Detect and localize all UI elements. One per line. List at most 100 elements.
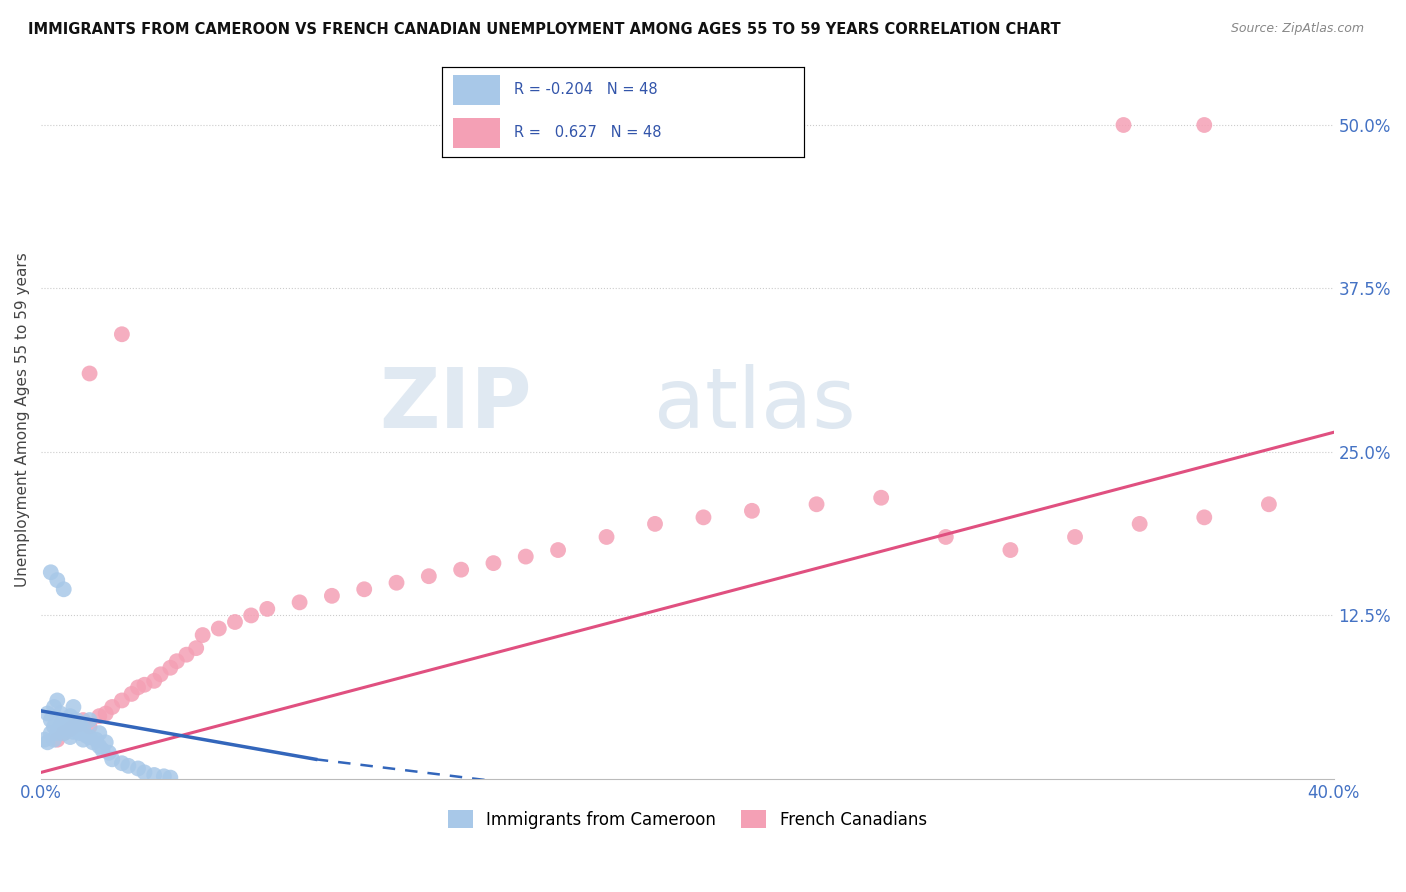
Point	[49, 720, 72, 734]
Point	[101, 752, 124, 766]
Point	[79, 730, 101, 744]
Text: ZIP: ZIP	[380, 364, 533, 445]
Point	[91, 743, 114, 757]
Point	[166, 654, 188, 668]
Point	[111, 693, 134, 707]
Point	[62, 724, 84, 739]
Point	[49, 706, 72, 721]
Point	[111, 756, 134, 771]
Point	[39, 726, 62, 740]
Point	[1112, 118, 1135, 132]
Point	[59, 709, 82, 723]
Point	[46, 726, 69, 740]
Point	[66, 723, 89, 737]
Point	[450, 563, 472, 577]
Point	[62, 720, 84, 734]
Point	[42, 700, 65, 714]
Point	[1064, 530, 1087, 544]
Point	[240, 608, 263, 623]
Point	[66, 713, 89, 727]
Point	[72, 713, 94, 727]
Point	[1000, 543, 1022, 558]
Text: Source: ZipAtlas.com: Source: ZipAtlas.com	[1230, 22, 1364, 36]
Point	[191, 628, 214, 642]
Y-axis label: Unemployment Among Ages 55 to 59 years: Unemployment Among Ages 55 to 59 years	[15, 252, 30, 587]
Point	[935, 530, 957, 544]
Point	[72, 723, 94, 737]
Point	[52, 726, 75, 740]
Point	[39, 566, 62, 580]
Point	[94, 706, 117, 721]
Point	[644, 516, 666, 531]
Point	[515, 549, 537, 564]
Text: atlas: atlas	[654, 364, 855, 445]
Point	[870, 491, 893, 505]
Point	[176, 648, 198, 662]
Point	[46, 693, 69, 707]
Point	[89, 739, 111, 754]
Point	[82, 735, 104, 749]
Point	[806, 497, 828, 511]
Point	[62, 700, 84, 714]
Point	[127, 681, 149, 695]
Point	[692, 510, 714, 524]
Point	[1194, 510, 1216, 524]
Point	[79, 720, 101, 734]
Point	[42, 732, 65, 747]
Point	[56, 717, 79, 731]
Point	[385, 575, 408, 590]
Point	[75, 729, 97, 743]
Point	[69, 726, 91, 740]
Point	[121, 687, 143, 701]
Point	[34, 732, 56, 747]
Point	[69, 717, 91, 731]
Point	[72, 732, 94, 747]
Point	[288, 595, 311, 609]
Point	[69, 717, 91, 731]
Point	[1129, 516, 1152, 531]
Point	[79, 713, 101, 727]
Point	[42, 720, 65, 734]
Point	[1257, 497, 1279, 511]
Point	[37, 735, 59, 749]
Text: IMMIGRANTS FROM CAMEROON VS FRENCH CANADIAN UNEMPLOYMENT AMONG AGES 55 TO 59 YEA: IMMIGRANTS FROM CAMEROON VS FRENCH CANAD…	[28, 22, 1060, 37]
Point	[224, 615, 246, 629]
Point	[153, 769, 176, 783]
Point	[97, 746, 120, 760]
Point	[143, 768, 166, 782]
Point	[59, 723, 82, 737]
Point	[127, 761, 149, 775]
Point	[84, 732, 107, 747]
Point	[134, 678, 156, 692]
Point	[101, 700, 124, 714]
Point	[134, 765, 156, 780]
Point	[62, 720, 84, 734]
Point	[52, 726, 75, 740]
Point	[741, 504, 763, 518]
Point	[418, 569, 440, 583]
Point	[37, 706, 59, 721]
Point	[321, 589, 343, 603]
Point	[89, 709, 111, 723]
Point	[94, 735, 117, 749]
Point	[482, 556, 505, 570]
Point	[547, 543, 569, 558]
Point	[39, 713, 62, 727]
Point	[52, 713, 75, 727]
Point	[256, 602, 278, 616]
Point	[117, 759, 139, 773]
Point	[353, 582, 375, 597]
Point	[186, 641, 208, 656]
Point	[595, 530, 617, 544]
Point	[46, 573, 69, 587]
Point	[56, 723, 79, 737]
Point	[143, 673, 166, 688]
Point	[52, 582, 75, 597]
Point	[111, 327, 134, 342]
Point	[79, 367, 101, 381]
Point	[89, 726, 111, 740]
Point	[1194, 118, 1216, 132]
Point	[159, 771, 181, 785]
Point	[208, 622, 231, 636]
Point	[59, 730, 82, 744]
